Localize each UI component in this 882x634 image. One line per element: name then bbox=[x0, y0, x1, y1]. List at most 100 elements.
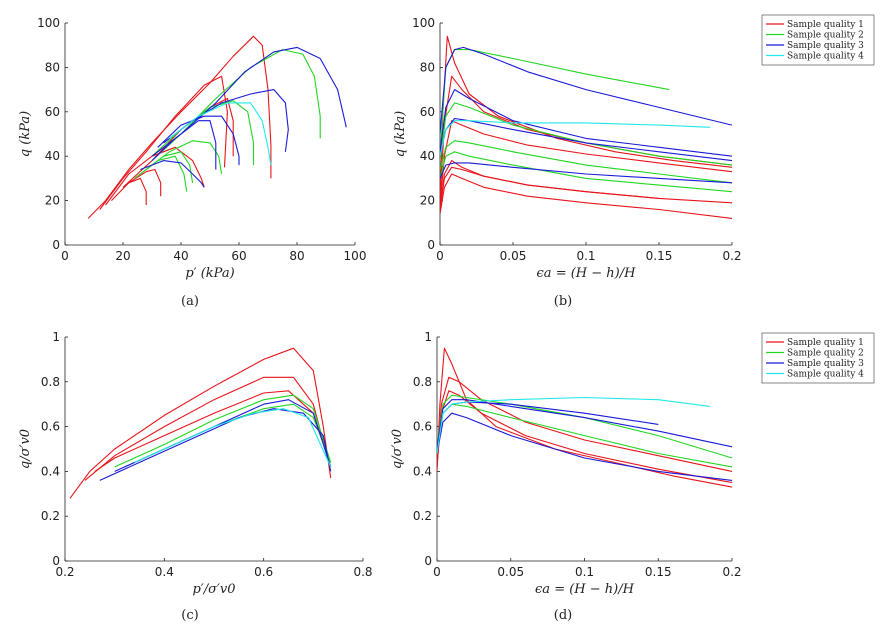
y-tick-label: 0.2 bbox=[41, 509, 60, 523]
y-tick-label: 0.2 bbox=[413, 509, 432, 523]
series-line-sample-quality-2 bbox=[437, 394, 733, 459]
x-tick-label: 0 bbox=[61, 249, 69, 263]
series-line-sample-quality-3 bbox=[151, 120, 217, 170]
series-line-sample-quality-1 bbox=[94, 390, 332, 472]
x-tick-label: 80 bbox=[289, 249, 304, 263]
series-line-sample-quality-2 bbox=[124, 403, 332, 468]
series-line-sample-quality-3 bbox=[437, 412, 733, 481]
y-tick-label: 20 bbox=[420, 194, 435, 208]
y-tick-label: 40 bbox=[45, 149, 60, 163]
x-tick-label: 0.6 bbox=[254, 565, 273, 579]
x-axis-label: p′ (kPa) bbox=[185, 266, 234, 281]
legend-entry: Sample quality 1 bbox=[787, 20, 864, 30]
series-line-sample-quality-3 bbox=[114, 399, 332, 472]
series-line-sample-quality-1 bbox=[69, 347, 332, 499]
x-tick-label: 0.05 bbox=[500, 249, 527, 263]
x-tick-label: 0.8 bbox=[353, 565, 372, 579]
x-tick-label: 0.1 bbox=[575, 565, 594, 579]
series-line-sample-quality-1 bbox=[437, 390, 733, 484]
series-line-sample-quality-1 bbox=[99, 75, 228, 210]
series-line-sample-quality-1 bbox=[128, 168, 162, 197]
y-tick-label: 0.6 bbox=[413, 420, 432, 434]
series-line-sample-quality-4 bbox=[134, 408, 332, 468]
series-line-sample-quality-3 bbox=[157, 115, 240, 166]
x-axis-label: p′/σ′v0 bbox=[192, 582, 235, 597]
series-line-sample-quality-1 bbox=[440, 173, 733, 219]
legend-box bbox=[761, 14, 875, 66]
series-line-sample-quality-2 bbox=[440, 140, 733, 184]
series-line-sample-quality-3 bbox=[440, 162, 733, 184]
y-tick-label: 0 bbox=[52, 554, 60, 568]
series-line-sample-quality-4 bbox=[169, 102, 272, 166]
y-tick-label: 100 bbox=[37, 16, 60, 30]
y-tick-label: 0 bbox=[424, 554, 432, 568]
series-line-sample-quality-1 bbox=[84, 376, 329, 481]
series-line-sample-quality-4 bbox=[437, 396, 710, 454]
series-line-sample-quality-2 bbox=[134, 155, 188, 192]
y-tick-label: 0 bbox=[427, 238, 435, 252]
panel-d: 0 0.05 0.1 0.15 0.2 0 0.2 0.4 0.6 0.8 1 ϵa = (H − h… bbox=[390, 330, 875, 623]
legend-entry: Sample quality 4 bbox=[787, 370, 864, 380]
series-line-sample-quality-2 bbox=[114, 394, 332, 468]
series-group bbox=[440, 35, 733, 219]
legend-entry: Sample quality 3 bbox=[787, 359, 864, 369]
series-line-sample-quality-1 bbox=[440, 160, 733, 210]
series-line-sample-quality-1 bbox=[105, 146, 205, 206]
panel-caption: (c) bbox=[181, 608, 198, 623]
series-group bbox=[437, 347, 733, 488]
series-line-sample-quality-3 bbox=[437, 399, 733, 450]
series-line-sample-quality-2 bbox=[440, 102, 733, 166]
panel-caption: (d) bbox=[554, 608, 572, 623]
series-line-sample-quality-3 bbox=[151, 46, 347, 157]
y-tick-label: 100 bbox=[412, 16, 435, 30]
series-line-sample-quality-3 bbox=[163, 89, 289, 152]
legend-entry: Sample quality 2 bbox=[787, 31, 864, 41]
y-tick-label: 0.8 bbox=[413, 375, 432, 389]
series-line-sample-quality-2 bbox=[440, 151, 733, 193]
series-line-sample-quality-1 bbox=[87, 35, 272, 219]
y-axis-label: q (kPa) bbox=[393, 111, 408, 157]
panel-a: 0 20 40 60 80 100 0 20 40 60 80 100 p′ (kPa) q (kPa) (… bbox=[18, 16, 366, 309]
x-axis-label: ϵa = (H − h)/H bbox=[535, 582, 635, 597]
series-group bbox=[69, 347, 332, 499]
series-line-sample-quality-1 bbox=[437, 376, 733, 472]
legend-entry: Sample quality 1 bbox=[787, 338, 864, 348]
series-line-sample-quality-4 bbox=[440, 120, 711, 157]
series-line-sample-quality-3 bbox=[440, 46, 733, 135]
y-axis-label: q/σ′v0 bbox=[18, 429, 33, 469]
y-tick-label: 0.4 bbox=[413, 464, 432, 478]
panel-c: 0.2 0.4 0.6 0.800.20.40.60.81p′/σ′v0q/σ′v0(… bbox=[18, 330, 373, 623]
y-tick-label: 80 bbox=[420, 60, 435, 74]
panel-caption: (b) bbox=[554, 294, 572, 309]
series-line-sample-quality-1 bbox=[111, 177, 147, 205]
y-tick-label: 0.8 bbox=[41, 375, 60, 389]
x-tick-label: 0.2 bbox=[55, 565, 74, 579]
x-tick-label: 0 bbox=[433, 565, 441, 579]
panel-b: 0 0.05 0.1 0.15 0.2 0 20 40 60 80 100 ϵa = (H − h)/… bbox=[393, 14, 875, 309]
x-tick-label: 0 bbox=[436, 249, 444, 263]
series-group bbox=[87, 35, 347, 219]
panel-caption: (a) bbox=[181, 294, 199, 309]
series-line-sample-quality-2 bbox=[151, 49, 321, 162]
legend-box bbox=[761, 332, 875, 384]
y-axis-label: q/σ′v0 bbox=[390, 429, 405, 469]
series-line-sample-quality-3 bbox=[140, 160, 205, 188]
legend-entry: Sample quality 4 bbox=[787, 52, 864, 62]
x-tick-label: 0.2 bbox=[722, 249, 741, 263]
y-tick-label: 1 bbox=[424, 330, 432, 344]
y-tick-label: 0 bbox=[52, 238, 60, 252]
series-line-sample-quality-2 bbox=[145, 140, 223, 175]
y-tick-label: 60 bbox=[45, 105, 60, 119]
x-tick-label: 0.2 bbox=[722, 565, 741, 579]
x-tick-label: 0.05 bbox=[497, 565, 524, 579]
y-tick-label: 80 bbox=[45, 60, 60, 74]
x-tick-label: 100 bbox=[344, 249, 367, 263]
x-axis-label: ϵa = (H − h)/H bbox=[537, 266, 637, 281]
y-tick-label: 1 bbox=[52, 330, 60, 344]
x-tick-label: 0.15 bbox=[646, 249, 673, 263]
y-tick-label: 20 bbox=[45, 194, 60, 208]
legend-entry: Sample quality 2 bbox=[787, 349, 864, 359]
